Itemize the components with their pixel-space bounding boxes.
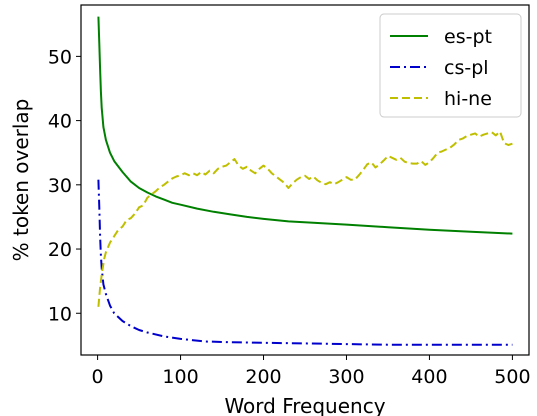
y-tick-label: 10: [48, 303, 72, 325]
x-tick-label: 200: [245, 366, 281, 388]
y-axis-label: % token overlap: [9, 99, 33, 262]
legend-label-cs-pl: cs-pl: [444, 57, 489, 79]
legend-box: [379, 13, 522, 118]
series-line-hi-ne: [97, 130, 513, 307]
x-tick-label: 500: [494, 366, 530, 388]
y-tick-label: 30: [48, 175, 72, 197]
y-tick-label: 20: [48, 239, 72, 261]
x-axis-ticks: 0 100 200 300 400 500: [92, 355, 531, 388]
x-tick-label: 300: [328, 366, 364, 388]
series-line-es-pt: [97, 16, 513, 235]
legend: es-pt cs-pl hi-ne: [379, 13, 522, 118]
plot-frame: [80, 4, 530, 356]
legend-label-hi-ne: hi-ne: [444, 88, 492, 110]
x-axis-label: Word Frequency: [224, 394, 385, 416]
x-tick-label: 0: [92, 366, 104, 388]
x-tick-label: 400: [411, 366, 447, 388]
series-line-cs-pl: [97, 179, 513, 346]
y-axis-ticks: 10 20 30 40 50: [48, 46, 81, 325]
y-tick-label: 50: [48, 46, 72, 68]
legend-label-es-pt: es-pt: [444, 26, 492, 48]
series-lines: [97, 16, 513, 346]
x-tick-label: 100: [162, 366, 198, 388]
y-tick-label: 40: [48, 111, 72, 133]
